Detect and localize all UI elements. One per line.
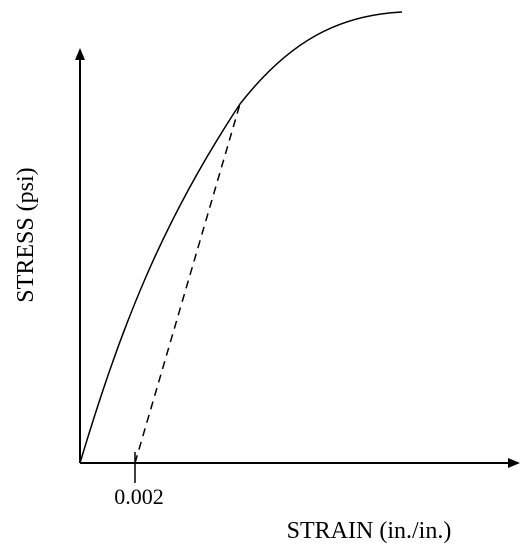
y-axis-label: STRESS (psi) [13, 167, 39, 302]
x-axis-label: STRAIN (in./in.) [287, 518, 452, 544]
x-tick-label: 0.002 [114, 484, 164, 509]
stress-strain-curve [79, 11, 403, 464]
offset-line [134, 103, 241, 464]
